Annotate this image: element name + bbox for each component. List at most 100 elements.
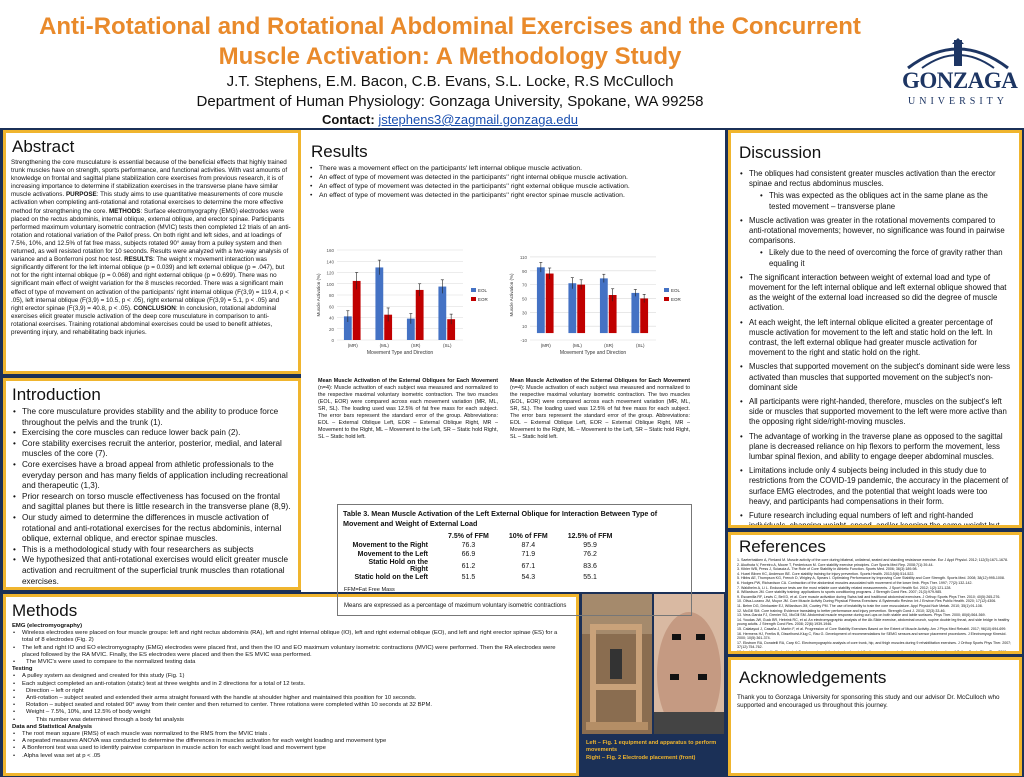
chart-caption-right: Mean Muscle Activation of the External O…	[510, 378, 690, 441]
methods-testing-subitem: Rotation – subject seated and rotated 90…	[12, 702, 570, 709]
table-row: Static hold on the Left 51.5 54.3 55.1	[340, 573, 622, 582]
bar-eor	[608, 295, 617, 334]
discussion-item: All participants were right-handed, ther…	[739, 397, 1011, 428]
y-tick-label: 90	[522, 269, 528, 274]
photo-caption-right: Right – Fig. 2 Electrode placement (fron…	[586, 754, 696, 761]
abstract-panel: Abstract Strengthening the core musculat…	[3, 130, 301, 374]
reference-item: 8. Willardson JM. Core stability trainin…	[737, 590, 943, 595]
reference-item: 7. Waldhelm A, Li L. Endurance tests are…	[737, 585, 952, 590]
methods-analysis-item: .Alpha level was set at p < .05	[12, 753, 570, 760]
discussion-item-text: Muscles that supported movement on the s…	[749, 362, 1011, 392]
acknowledgements-panel: Acknowledgements Thank you to Gonzaga Un…	[728, 657, 1022, 776]
abstract-text-3: : Surface electromyography (EMG) electro…	[11, 207, 291, 264]
y-tick-label: 120	[326, 271, 334, 276]
legend-swatch	[664, 288, 669, 292]
logo-name: GONZAGA	[902, 68, 1018, 93]
bar-eor	[384, 314, 393, 340]
x-tick-label: (ML)	[573, 343, 583, 348]
bar-eol	[438, 286, 447, 340]
discussion-item-text: All participants were right-handed, ther…	[749, 397, 1007, 427]
abstract-methods-label: METHODS	[109, 207, 141, 215]
photo-caption-left: Left – Fig. 1 equipment and apparatus to…	[586, 740, 717, 754]
results-table: Table 3. Mean Muscle Activation of the L…	[337, 504, 692, 616]
poster-authors: J.T. Stephens, E.M. Bacon, C.B. Evans, S…	[226, 73, 674, 90]
chart-caption-right-title: Mean Muscle Activation of the External O…	[510, 378, 690, 384]
bar-eor	[545, 273, 554, 334]
discussion-item-text: The advantage of working in the traverse…	[749, 431, 1003, 462]
table-cell: 95.9	[583, 542, 597, 549]
y-tick-label: 60	[329, 304, 335, 309]
y-axis-label: Muscle Activation (%)	[316, 273, 321, 317]
reference-item: 11. Behm DG, Drinkwater EJ, Willardson J…	[737, 603, 983, 608]
table-row-header: Static hold on the Left	[354, 574, 429, 581]
methods-analysis-item: A repeated measures ANOVA was conducted …	[12, 738, 570, 745]
abstract-body: Strengthening the core musculature is es…	[6, 157, 298, 339]
methods-analysis-heading: Data and Statistical Analysis	[12, 723, 92, 730]
reference-item: 5. Hibbs AE, Thompson KG, French D, Wrig…	[737, 576, 1005, 581]
y-tick-label: -10	[520, 338, 527, 343]
chart-caption-left-title: Mean Muscle Activation of the External O…	[318, 378, 498, 384]
table-row-header: Movement to the Left	[357, 551, 428, 558]
reference-item: 12. McGill SM. Core training: Evidence t…	[737, 608, 946, 613]
abstract-text-4: : The weight x movement interaction was …	[11, 256, 289, 312]
y-tick-label: 110	[520, 255, 528, 260]
methods-emg-heading: EMG (electromyography)	[12, 623, 83, 629]
bar-eol	[599, 278, 608, 334]
discussion-sublist: This was expected as the obliques act in…	[749, 189, 1011, 211]
introduction-item: Our study aimed to determine the differe…	[12, 513, 292, 545]
methods-testing-item: A pulley system as designed and created …	[12, 673, 570, 680]
table-cell: 61.2	[461, 562, 476, 570]
bar-eol	[375, 267, 384, 340]
x-tick-label: (MR)	[348, 343, 358, 348]
reference-item: 18. Imai A, Kaneoka K, Okubo Y, et al. T…	[737, 649, 1008, 654]
bar-eol	[406, 318, 415, 340]
discussion-item-text: Limitations include only 4 subjects bein…	[749, 466, 1009, 506]
discussion-subitem: Likely due to the need of overcoming the…	[759, 248, 1007, 268]
bar-eol	[568, 283, 577, 334]
introduction-item: The core musculature provides stability …	[12, 407, 292, 428]
methods-testing-subsubitem: This number was determined through a bod…	[12, 717, 570, 724]
discussion-item: Muscle activation was greater in the rot…	[739, 216, 1011, 269]
reference-item: 16. Hermens HJ, Freriks B, Disselhorst-K…	[737, 631, 1007, 641]
discussion-item: Future research including equal numbers …	[739, 511, 1011, 525]
reference-item: 17. Ekstrom RA, Donatelli RA, Carp KC. E…	[737, 640, 1012, 650]
table-cell: 83.6	[583, 562, 597, 570]
y-tick-label: 0	[331, 338, 334, 343]
abstract-results-label: RESULTS	[124, 256, 153, 264]
methods-panel: Methods EMG (electromyography) Wireless …	[3, 594, 579, 776]
y-axis-label: Muscle Activation (%)	[509, 273, 514, 317]
reference-item: 3. Kibler WB, Press J, Sciascia A. The R…	[737, 567, 918, 572]
y-tick-label: 10	[522, 324, 528, 329]
x-tick-label: (ML)	[380, 343, 390, 348]
external-oblique-chart-12-5: 0 20 40 60 80 100 120 140 160 (MR) (ML) (SR) (SL) Mov…	[313, 244, 495, 362]
table-title: Table 3. Mean Muscle Activation of the L…	[343, 509, 658, 528]
y-tick-label: 30	[522, 310, 528, 315]
table-header-cell: 12.5% of FFM	[567, 533, 613, 540]
x-tick-label: (SR)	[411, 343, 421, 348]
table-header-cell: 10% of FFM	[508, 533, 548, 540]
poster-header: Anti-Rotational and Rotational Abdominal…	[0, 0, 1024, 128]
methods-emg-subitem: The MVIC's were used to compare to the n…	[12, 659, 570, 666]
discussion-subitem: This was expected as the obliques act in…	[759, 191, 1007, 211]
poster-contact: Contact: jstephens3@zagmail.gonzaga.edu	[20, 112, 880, 127]
acknowledgements-text: Thank you to Gonzaga University for spon…	[737, 694, 1000, 709]
table-row-header: Static Hold on the Right	[368, 559, 429, 573]
discussion-sublist: Likely due to the need of overcoming the…	[749, 246, 1011, 268]
x-tick-label: (SL)	[443, 343, 452, 348]
legend-label: EOR	[478, 297, 489, 302]
methods-analysis-item: The root mean square (RMS) of each muscl…	[12, 731, 570, 738]
discussion-item-text: The significant interaction between weig…	[749, 272, 1007, 313]
reference-item: 14. Youdas JW, Guck BR, Hebrink RC, et a…	[737, 617, 1010, 627]
discussion-item: The obliques had consistent greater musc…	[739, 169, 1011, 212]
external-oblique-chart-2: -10 10 30 50 70 90 110 (MR) (ML) (SR) (SL) Movement…	[506, 244, 688, 362]
introduction-heading: Introduction	[12, 385, 101, 404]
bar-eol	[343, 316, 352, 340]
discussion-list: The obliques had consistent greater musc…	[731, 167, 1019, 525]
methods-analysis-list: The root mean square (RMS) of each muscl…	[12, 731, 570, 760]
table-cell: 54.3	[521, 574, 536, 581]
methods-testing-subitem: Weight – 7.5%, 10%, and 12.5% of body we…	[12, 709, 570, 716]
contact-email-link[interactable]: jstephens3@zagmail.gonzaga.edu	[378, 112, 578, 127]
discussion-panel: Discussion The obliques had consistent g…	[728, 130, 1022, 528]
legend-swatch	[471, 297, 476, 301]
table-cell: 76.2	[583, 551, 597, 558]
